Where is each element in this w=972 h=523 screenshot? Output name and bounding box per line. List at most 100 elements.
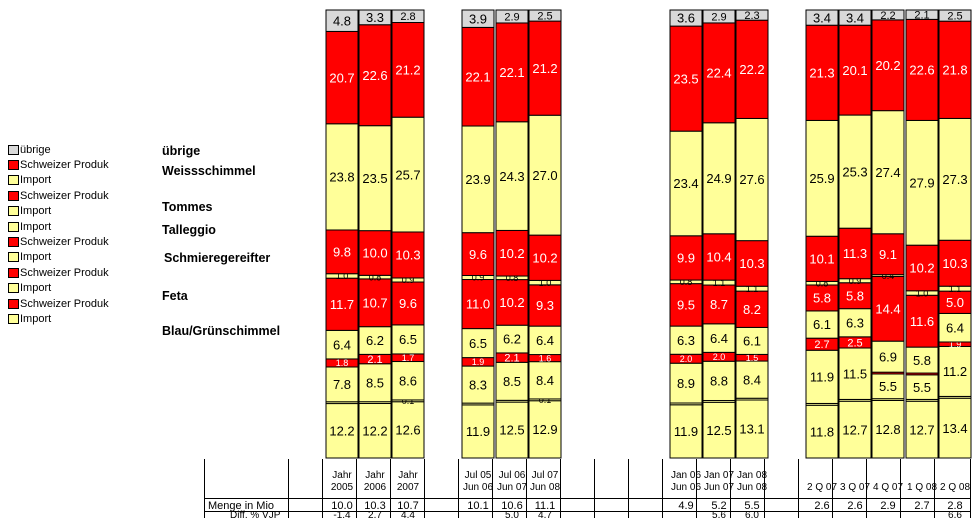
data-label: 8.8 [710,374,728,389]
bar-segment [358,24,392,127]
data-label: 12.6 [395,423,420,438]
bar-segment [702,360,736,401]
column-header: 1 Q 08 [907,482,937,493]
bar-segment [735,19,769,119]
bar-segment [805,235,839,282]
bar-segment [461,328,495,359]
bar-segment [495,324,529,354]
data-label: 0.8 [506,273,519,283]
data-label: 9.6 [469,247,487,262]
data-label: 1.1 [746,284,759,294]
column-header: Jun 08 [530,482,560,493]
bar-segment [938,20,972,119]
data-label: 8.4 [743,372,761,387]
data-label: 11.2 [943,364,967,379]
bar-segment [528,325,562,356]
data-label: 4.8 [333,13,351,28]
data-label: 2.8 [400,11,415,23]
bar-segment [391,231,425,279]
data-label: 11.9 [810,370,834,385]
bar-segment [838,400,872,459]
bar-segment [495,361,529,401]
bar-segment [461,404,495,459]
data-label: 10.3 [942,256,967,271]
legend-swatch [8,160,19,171]
data-label: 2.5 [847,337,862,349]
bar-segment [702,122,736,235]
column-header: 2006 [364,482,387,493]
data-label: 22.6 [909,63,934,78]
bar-segment [358,125,392,232]
bar-segment [358,9,392,26]
data-label: 25.3 [842,164,867,179]
data-label: 5.8 [846,288,864,303]
column-header: 2 Q 08 [940,482,970,493]
bar-segment [838,114,872,229]
legend-label: Schweizer Produk [20,159,109,172]
data-label: 22.6 [362,68,387,83]
data-label: 0.1 [539,395,552,405]
bar-segment [669,25,703,132]
data-label: 24.3 [499,169,524,184]
data-label: 11.9 [674,424,698,439]
bar-segment [838,24,872,116]
bar-segment [391,401,425,459]
legend-item: Import [8,281,158,296]
column-header: 2007 [397,482,420,493]
menge-value: 4.9 [678,500,693,512]
column-header: 2005 [331,482,354,493]
legend-swatch [8,298,19,309]
bar-segment [735,240,769,287]
bar-segment [871,19,905,112]
data-label: 11.6 [910,314,934,329]
data-label: 23.4 [673,176,698,191]
bar-segment [669,362,703,404]
data-label: 10.3 [395,248,420,263]
legend-label: Schweizer Produk [20,236,109,249]
bar-segment [461,125,495,234]
data-label: 27.3 [942,172,967,187]
data-label: 10.1 [809,251,834,266]
legend-label: Import [20,251,52,264]
bar-segment [938,9,972,22]
data-label: 0.8 [680,277,693,287]
bar-segment [528,234,562,281]
legend-item: Import [8,250,158,265]
bar-segment [528,284,562,327]
legend-label: Import [20,220,52,233]
data-label: 8.2 [743,302,761,317]
legend-label: übrige [20,143,51,156]
menge-value: 2.9 [880,500,895,512]
bar-segment [871,340,905,373]
data-label: 22.2 [739,62,764,77]
column-header: Jul 07 [532,470,559,481]
menge-value: 2.6 [814,500,829,512]
category-label-schmieregereifter: Schmieregereifter [164,251,271,265]
legend-label: Schweizer Produk [20,266,109,279]
data-label: 6.1 [743,334,761,349]
data-label: 1.9 [472,357,485,367]
bar-segment [669,235,703,281]
data-label: 2.7 [814,339,829,351]
data-label: 12.5 [499,423,524,438]
data-label: 1.7 [402,353,415,363]
data-label: 6.5 [399,332,417,347]
data-label: 22.4 [706,66,731,81]
legend-swatch [8,313,19,324]
bar-segment [938,239,972,287]
data-label: 9.8 [333,245,351,260]
bar-segment [495,279,529,326]
legend-item: übrige [8,142,158,157]
column-header: 2 Q 07 [807,482,837,493]
data-label: 12.2 [329,423,354,438]
data-label: 1.0 [539,278,552,288]
legend-label: Import [20,312,52,325]
legend-item: Import [8,219,158,234]
bar-segment [735,290,769,328]
legend-swatch [8,206,19,217]
data-label: 9.9 [677,251,695,266]
data-label: 20.2 [875,58,900,73]
bar-segment [905,119,939,246]
data-label: 22.1 [499,65,524,80]
